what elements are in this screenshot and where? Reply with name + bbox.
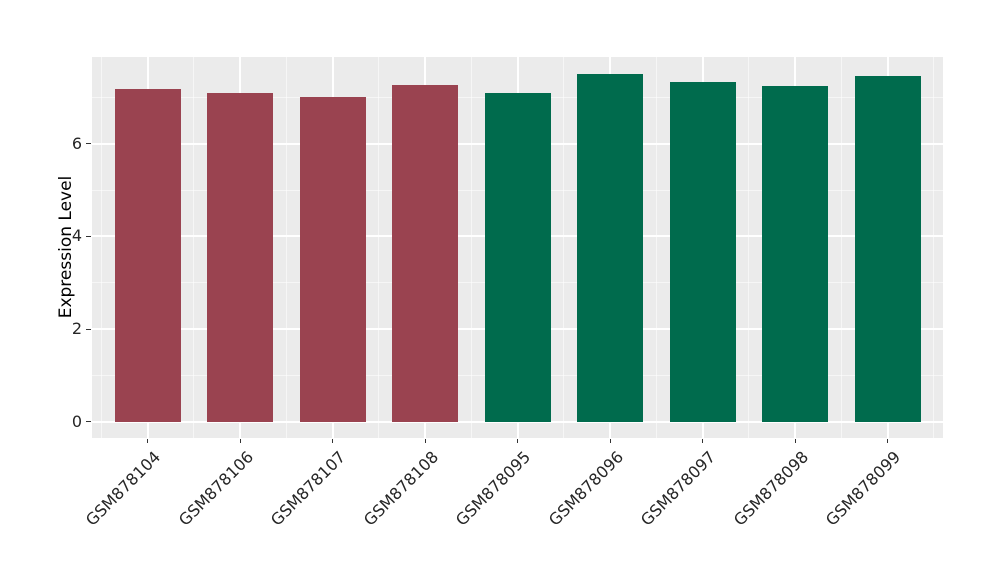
bar-GSM878099 bbox=[855, 75, 921, 422]
minor-gridline-x bbox=[563, 57, 565, 438]
y-tick-mark bbox=[86, 235, 91, 237]
y-tick-label: 4 bbox=[71, 226, 82, 246]
x-tick-label: GSM878106 bbox=[174, 447, 257, 530]
x-tick-label: GSM878104 bbox=[81, 447, 165, 530]
x-tick-mark bbox=[887, 439, 888, 443]
bar-GSM878095 bbox=[485, 92, 551, 422]
x-tick-label: GSM878098 bbox=[729, 447, 812, 530]
minor-gridline-x bbox=[100, 57, 102, 438]
x-tick-mark bbox=[424, 439, 426, 443]
x-tick-mark bbox=[332, 439, 333, 443]
x-tick-label: GSM878096 bbox=[544, 447, 627, 530]
y-tick-mark bbox=[86, 143, 91, 145]
y-tick-label: 6 bbox=[71, 133, 82, 153]
x-tick-label: GSM878108 bbox=[359, 447, 442, 530]
x-tick-label: GSM878099 bbox=[821, 447, 905, 530]
x-tick-mark bbox=[609, 439, 611, 443]
y-tick-mark bbox=[86, 421, 91, 423]
bar-GSM878098 bbox=[762, 86, 828, 422]
bar-GSM878096 bbox=[577, 74, 643, 422]
bar-GSM878104 bbox=[115, 88, 181, 422]
minor-gridline-x bbox=[378, 57, 380, 438]
x-tick-mark bbox=[147, 439, 148, 443]
y-axis-title: Expression Level bbox=[56, 175, 76, 319]
x-tick-mark bbox=[794, 439, 796, 443]
x-tick-label: GSM878097 bbox=[636, 447, 720, 530]
minor-gridline-x bbox=[933, 57, 935, 438]
minor-gridline-x bbox=[193, 57, 195, 438]
x-tick-mark bbox=[239, 439, 241, 443]
y-tick-label: 2 bbox=[71, 319, 82, 339]
bar-GSM878097 bbox=[670, 82, 736, 422]
bar-GSM878108 bbox=[392, 85, 458, 422]
x-tick-mark bbox=[702, 439, 703, 443]
bar-GSM878106 bbox=[207, 92, 273, 422]
bar-GSM878107 bbox=[300, 96, 366, 422]
minor-gridline-x bbox=[285, 57, 287, 438]
x-tick-label: GSM878107 bbox=[266, 447, 350, 530]
x-tick-mark bbox=[517, 439, 518, 443]
minor-gridline-x bbox=[840, 57, 842, 438]
y-tick-label: 0 bbox=[71, 411, 82, 431]
x-tick-label: GSM878095 bbox=[451, 447, 535, 530]
y-tick-mark bbox=[86, 328, 91, 330]
minor-gridline-x bbox=[470, 57, 472, 438]
minor-gridline-x bbox=[655, 57, 657, 438]
plot-panel bbox=[92, 57, 943, 438]
minor-gridline-x bbox=[748, 57, 750, 438]
